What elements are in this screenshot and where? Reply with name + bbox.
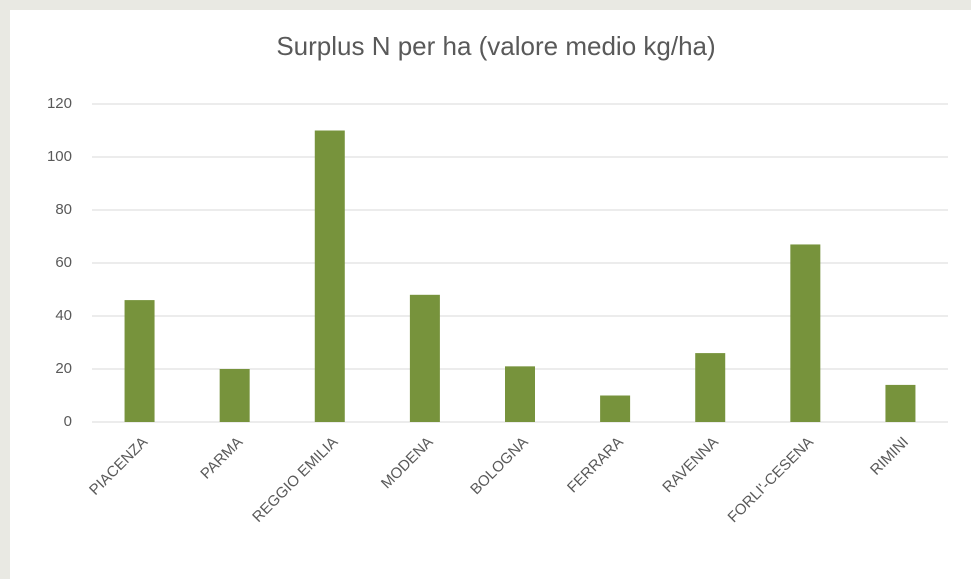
bar [314,130,345,422]
bar [600,395,631,422]
y-tick-label: 60 [55,254,72,271]
bar [790,244,821,422]
bar [219,369,250,422]
bar [505,366,535,422]
bar [124,300,155,422]
bar [695,353,726,422]
y-tick-label: 40 [55,307,72,324]
y-tick-label: 20 [55,360,72,377]
y-tick-label: 100 [47,148,72,165]
bar [885,384,916,422]
y-tick-label: 0 [64,413,72,430]
chart-title: Surplus N per ha (valore medio kg/ha) [276,31,715,61]
bar [409,294,440,422]
y-tick-label: 80 [55,201,72,218]
y-tick-label: 120 [47,95,72,112]
chart-area [10,10,971,579]
